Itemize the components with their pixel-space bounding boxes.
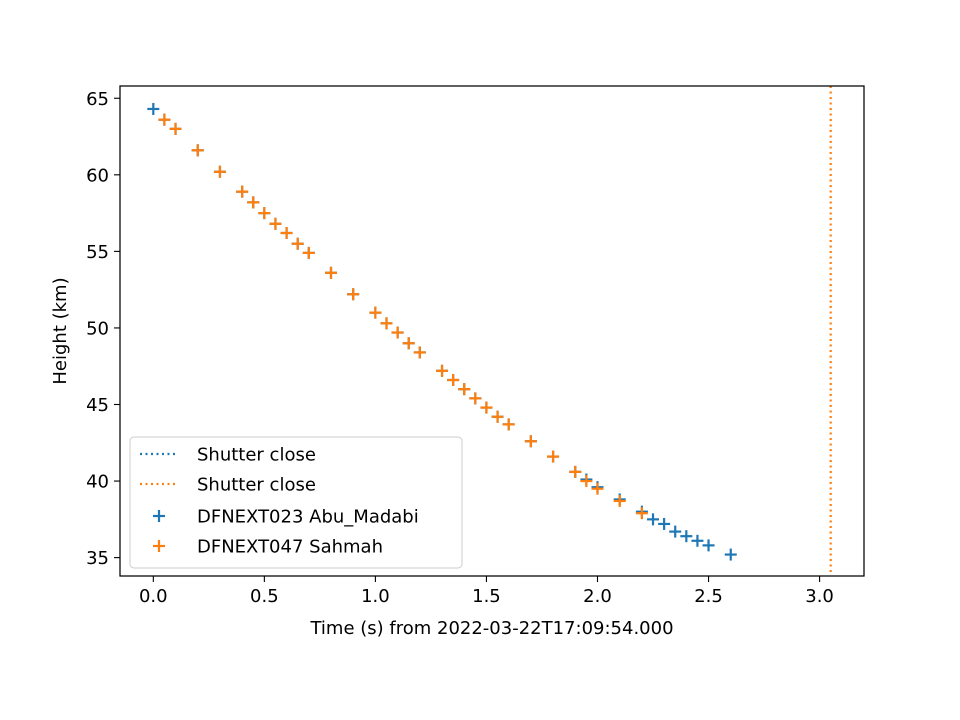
x-tick-label: 2.0 — [583, 586, 612, 607]
data-point — [269, 217, 282, 230]
data-point — [236, 185, 249, 198]
data-point — [402, 337, 415, 350]
data-point — [391, 326, 404, 339]
data-point — [147, 102, 160, 115]
data-point — [347, 288, 360, 301]
data-point — [191, 144, 204, 157]
data-point — [447, 374, 460, 386]
y-tick-label: 50 — [86, 318, 109, 339]
data-point — [680, 530, 693, 543]
legend-label: Shutter close — [197, 475, 316, 496]
x-tick-label: 3.0 — [805, 586, 834, 607]
legend-items: Shutter close Shutter close DFNEXT023 Abu_… — [140, 445, 419, 558]
data-marks — [147, 102, 737, 561]
data-point — [291, 237, 304, 250]
legend-box — [129, 436, 463, 569]
data-point — [658, 517, 671, 530]
y-tick-label: 35 — [86, 548, 109, 569]
data-point — [702, 539, 715, 552]
x-tick-label: 1.5 — [472, 586, 501, 607]
data-point — [369, 306, 382, 319]
x-axis: 0.0 0.5 1.0 1.5 2.0 2.5 3.0 — [139, 576, 834, 607]
y-tick-label: 40 — [86, 472, 109, 493]
data-point — [613, 494, 626, 507]
y-tick-label: 45 — [86, 395, 109, 416]
data-point — [247, 196, 260, 209]
legend-label: DFNEXT023 Abu_Madabi — [197, 507, 419, 528]
data-point — [691, 534, 704, 547]
y-axis-label: Height (km) — [50, 277, 71, 384]
x-tick-label: 2.5 — [694, 586, 723, 607]
series-1 — [158, 113, 648, 520]
legend-marker — [153, 510, 165, 522]
data-point — [280, 227, 293, 239]
y-axis: 35 40 45 50 55 60 65 — [86, 89, 120, 569]
axes-frame — [119, 85, 865, 577]
data-point — [547, 450, 560, 463]
data-point — [569, 465, 582, 478]
x-tick-label: 1.0 — [361, 586, 390, 607]
data-point — [258, 207, 271, 220]
data-point — [480, 401, 493, 414]
y-tick-label: 60 — [86, 165, 109, 186]
data-point — [591, 482, 604, 495]
y-tick-label: 55 — [86, 242, 109, 263]
plot-area — [147, 86, 832, 576]
data-point — [502, 418, 515, 431]
data-point — [524, 435, 537, 448]
data-point — [635, 507, 648, 520]
data-point — [469, 392, 482, 405]
data-point — [647, 513, 660, 526]
data-point — [436, 364, 449, 377]
data-point — [491, 410, 504, 423]
x-tick-label: 0.0 — [139, 586, 168, 607]
data-point — [169, 122, 182, 135]
y-tick-label: 65 — [86, 89, 109, 110]
data-point — [302, 246, 315, 259]
x-axis-label: Time (s) from 2022-03-22T17:09:54.000 — [309, 618, 673, 639]
data-point — [324, 266, 337, 279]
data-point — [213, 165, 226, 178]
legend-label: Shutter close — [197, 445, 316, 466]
data-point — [380, 317, 393, 330]
legend-marker — [153, 540, 165, 552]
legend: Shutter close Shutter close DFNEXT023 Abu_… — [129, 436, 463, 569]
x-tick-label: 0.5 — [250, 586, 279, 607]
data-point — [580, 475, 593, 488]
data-point — [458, 383, 471, 396]
data-point — [724, 548, 737, 561]
legend-label: DFNEXT047 Sahmah — [197, 537, 383, 558]
data-point — [158, 113, 171, 126]
data-point — [413, 346, 426, 359]
data-point — [669, 525, 682, 538]
